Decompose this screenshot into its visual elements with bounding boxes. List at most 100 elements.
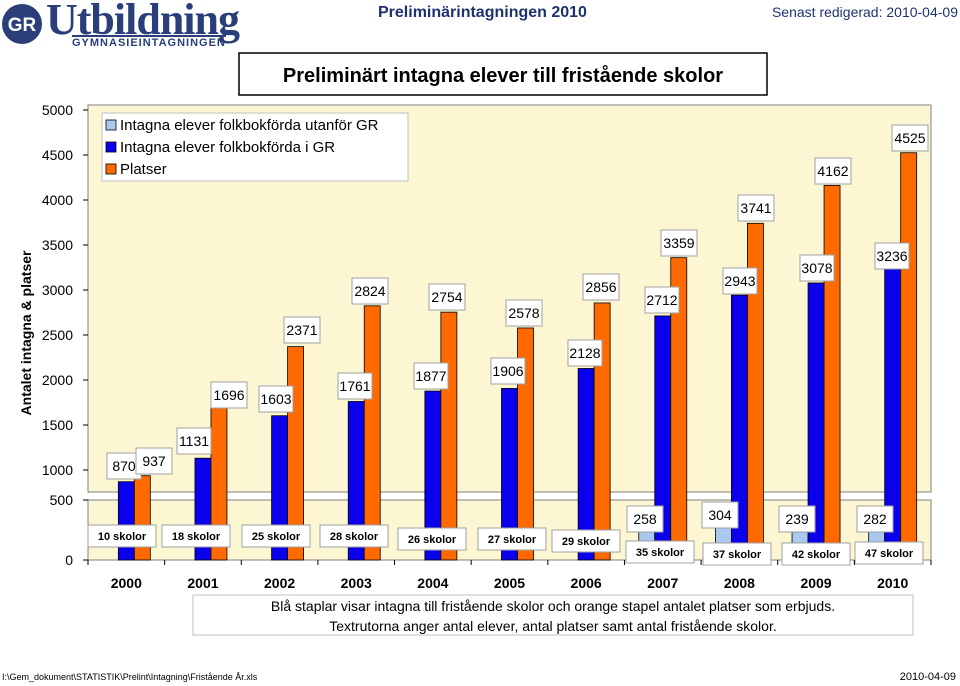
y-tick-label: 3000 <box>42 282 73 298</box>
label-skolor-box <box>397 527 467 551</box>
gr-logo-icon: GR <box>2 4 42 44</box>
label-skolor: 18 skolor <box>172 531 221 543</box>
label-gr: 1877 <box>415 368 446 384</box>
label-skolor-box <box>241 524 311 548</box>
y-tick-label: 3500 <box>42 237 73 253</box>
bar-platser <box>593 302 611 561</box>
legend-swatch <box>105 141 117 153</box>
label-skolor-box <box>854 541 924 565</box>
label-platser-box <box>737 194 775 222</box>
label-platser: 2578 <box>508 305 539 321</box>
legend-swatch <box>105 119 117 131</box>
label-gr-box <box>490 357 526 385</box>
label-skolor-box <box>625 540 695 564</box>
y-tick-label: 1500 <box>42 417 73 433</box>
label-platser: 4525 <box>894 130 925 146</box>
y-tick-label: 4500 <box>42 147 73 163</box>
label-outside-gr-box <box>856 505 894 533</box>
label-platser-box <box>814 157 852 185</box>
label-platser: 4162 <box>817 163 848 179</box>
y-tick-label: 500 <box>50 492 74 508</box>
y-tick-label: 0 <box>65 552 73 568</box>
legend-box <box>101 112 409 182</box>
bar-gr <box>117 481 135 561</box>
x-tick-label: 2001 <box>187 575 218 591</box>
x-tick-label: 2005 <box>494 575 525 591</box>
legend-swatch <box>105 163 117 175</box>
label-gr: 2128 <box>569 345 600 361</box>
chart-title: Preliminärt intagna elever till friståen… <box>283 64 723 87</box>
label-gr: 870 <box>112 458 136 474</box>
label-platser: 3741 <box>740 200 771 216</box>
x-tick-label: 2000 <box>111 575 142 591</box>
y-tick-label: 4000 <box>42 192 73 208</box>
label-gr-box <box>874 242 910 270</box>
label-skolor-box <box>781 542 851 566</box>
bar-platser <box>900 152 918 561</box>
y-tick-label: 2000 <box>42 372 73 388</box>
label-gr-box <box>567 339 603 367</box>
label-skolor-box <box>87 524 157 548</box>
note-line-2: Textrutorna anger antal elever, antal pl… <box>329 618 776 634</box>
label-platser: 2754 <box>431 289 462 305</box>
label-platser-box <box>135 447 173 475</box>
x-tick-label: 2010 <box>877 575 908 591</box>
label-gr-box <box>176 427 212 455</box>
label-gr-box <box>106 452 142 480</box>
label-platser-box <box>505 299 543 327</box>
logo-gr-text: GR <box>8 15 37 36</box>
note-line-1: Blå staplar visar intagna till friståend… <box>271 598 835 614</box>
label-platser: 2371 <box>286 322 317 338</box>
label-platser: 1696 <box>213 387 244 403</box>
label-gr: 1761 <box>339 378 370 394</box>
label-skolor: 26 skolor <box>408 534 457 546</box>
label-skolor: 47 skolor <box>865 548 914 560</box>
label-skolor: 27 skolor <box>488 534 537 546</box>
label-gr-box <box>722 267 758 295</box>
label-platser-box <box>660 229 698 257</box>
footer-date: 2010-04-09 <box>899 671 956 683</box>
note-box <box>192 594 914 636</box>
legend-label: Platser <box>120 161 167 178</box>
x-tick-label: 2002 <box>264 575 295 591</box>
label-outside-gr-box <box>701 501 739 529</box>
chart-title-box <box>238 52 768 96</box>
x-tick-label: 2009 <box>800 575 831 591</box>
footer-file-path: I:\Gem_dokument\STATISTIK\Prelint\Intagn… <box>2 672 258 682</box>
label-skolor: 28 skolor <box>330 531 379 543</box>
bar-platser <box>823 185 841 561</box>
label-outside-gr: 239 <box>785 511 809 527</box>
label-platser-box <box>210 381 248 409</box>
label-skolor: 42 skolor <box>792 549 841 561</box>
label-outside-gr-box <box>778 505 816 533</box>
label-skolor: 37 skolor <box>713 549 762 561</box>
label-platser: 2856 <box>585 279 616 295</box>
label-platser-box <box>582 273 620 301</box>
label-skolor-box <box>477 527 547 551</box>
label-skolor-box <box>161 524 231 548</box>
label-skolor-box <box>551 529 621 553</box>
x-tick-label: 2006 <box>571 575 602 591</box>
label-gr: 2712 <box>646 292 677 308</box>
bar-platser <box>517 327 534 561</box>
x-tick-label: 2008 <box>724 575 755 591</box>
label-outside-gr: 258 <box>633 511 657 527</box>
legend-label: Intagna elever folkbokförda i GR <box>120 139 335 156</box>
label-gr: 2943 <box>724 273 755 289</box>
label-outside-gr: 282 <box>863 511 887 527</box>
logo-subtitle: GYMNASIEINTAGNINGEN <box>72 35 226 49</box>
y-axis-label: Antalet intagna & platser <box>18 250 34 415</box>
label-platser-box <box>283 316 321 344</box>
y-tick-label: 1000 <box>42 462 73 478</box>
label-gr: 1603 <box>260 391 291 407</box>
label-platser-box <box>891 124 929 152</box>
y-tick-label: 2500 <box>42 327 73 343</box>
label-gr: 1906 <box>492 363 523 379</box>
bar-platser <box>363 305 381 561</box>
label-skolor: 29 skolor <box>562 536 611 548</box>
label-skolor: 10 skolor <box>98 531 147 543</box>
label-skolor: 25 skolor <box>252 531 301 543</box>
label-gr-box <box>799 254 835 282</box>
label-gr-box <box>413 362 449 390</box>
